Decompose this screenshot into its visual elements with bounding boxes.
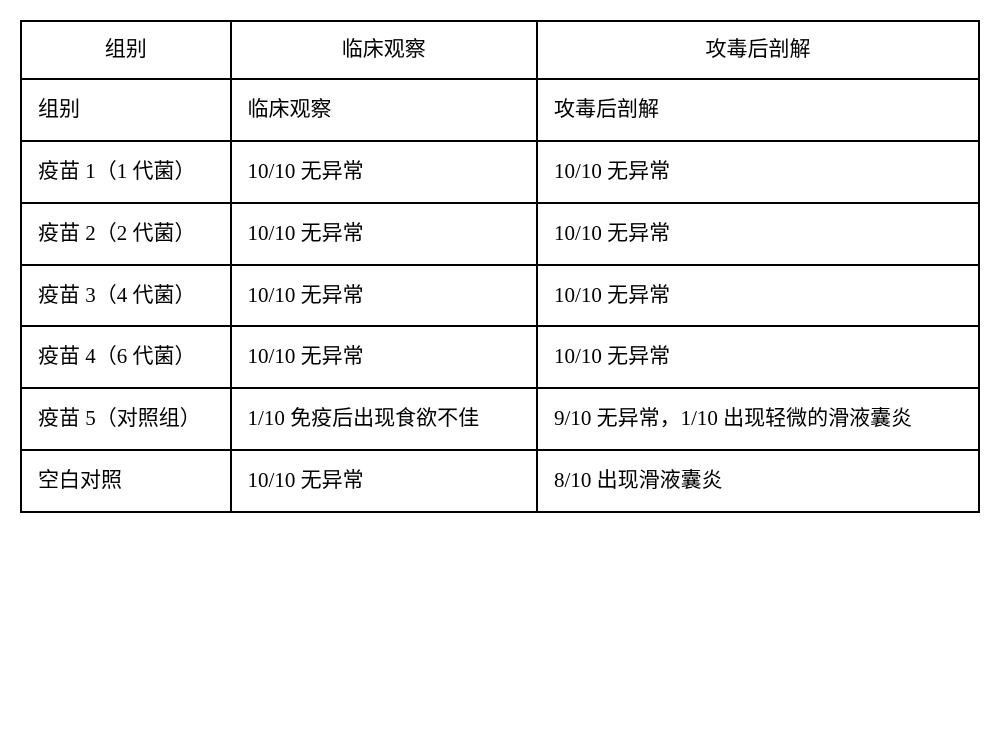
table-cell: 8/10 出现滑液囊炎 (537, 450, 979, 512)
table-cell: 10/10 无异常 (231, 141, 537, 203)
table-cell: 10/10 无异常 (231, 265, 537, 327)
table-row: 疫苗 2（2 代菌） 10/10 无异常 10/10 无异常 (21, 203, 979, 265)
table-cell: 10/10 无异常 (537, 265, 979, 327)
table-cell: 10/10 无异常 (231, 203, 537, 265)
table-cell: 组别 (21, 79, 231, 141)
header-cell-group: 组别 (21, 21, 231, 79)
table-cell: 疫苗 3（4 代菌） (21, 265, 231, 327)
table-row: 组别 临床观察 攻毒后剖解 (21, 79, 979, 141)
table-row: 疫苗 4（6 代菌） 10/10 无异常 10/10 无异常 (21, 326, 979, 388)
table-cell: 10/10 无异常 (537, 203, 979, 265)
table-row: 疫苗 5（对照组） 1/10 免疫后出现食欲不佳 9/10 无异常，1/10 出… (21, 388, 979, 450)
table-row: 疫苗 3（4 代菌） 10/10 无异常 10/10 无异常 (21, 265, 979, 327)
table-cell: 疫苗 1（1 代菌） (21, 141, 231, 203)
table-cell: 疫苗 4（6 代菌） (21, 326, 231, 388)
header-cell-dissection: 攻毒后剖解 (537, 21, 979, 79)
table-cell: 10/10 无异常 (537, 141, 979, 203)
table-cell: 疫苗 2（2 代菌） (21, 203, 231, 265)
table-header-row: 组别 临床观察 攻毒后剖解 (21, 21, 979, 79)
data-table: 组别 临床观察 攻毒后剖解 组别 临床观察 攻毒后剖解 疫苗 1（1 代菌） 1… (20, 20, 980, 513)
table-cell: 疫苗 5（对照组） (21, 388, 231, 450)
table-cell: 10/10 无异常 (537, 326, 979, 388)
table-cell: 9/10 无异常，1/10 出现轻微的滑液囊炎 (537, 388, 979, 450)
table-cell: 10/10 无异常 (231, 326, 537, 388)
table-cell: 攻毒后剖解 (537, 79, 979, 141)
table-cell: 空白对照 (21, 450, 231, 512)
table-row: 疫苗 1（1 代菌） 10/10 无异常 10/10 无异常 (21, 141, 979, 203)
table-row: 空白对照 10/10 无异常 8/10 出现滑液囊炎 (21, 450, 979, 512)
table-cell: 临床观察 (231, 79, 537, 141)
table-cell: 10/10 无异常 (231, 450, 537, 512)
header-cell-clinical: 临床观察 (231, 21, 537, 79)
table-cell: 1/10 免疫后出现食欲不佳 (231, 388, 537, 450)
